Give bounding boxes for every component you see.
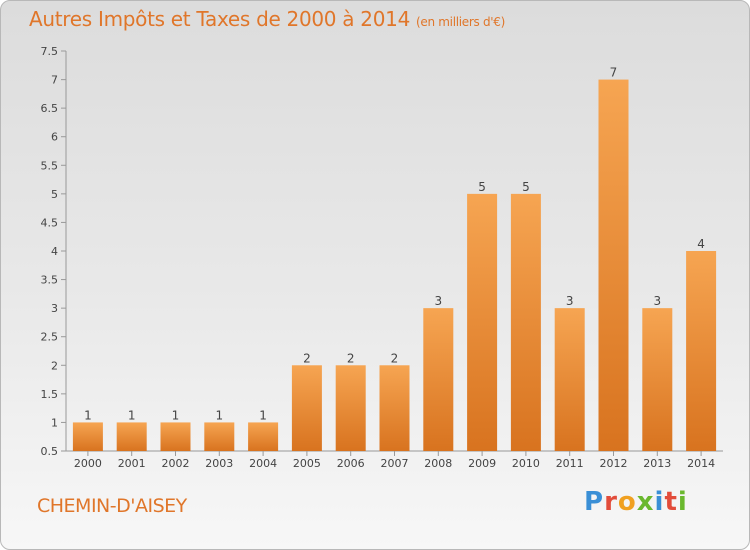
chart-title: Autres Impôts et Taxes de 2000 à 2014 (en… — [29, 7, 505, 31]
bar — [686, 251, 717, 451]
data-label: 7 — [610, 66, 618, 80]
bar — [291, 365, 322, 451]
logo-letter: x — [636, 487, 655, 517]
x-tick-label: 2014 — [687, 457, 715, 470]
data-label: 2 — [391, 351, 399, 365]
x-tick-label: 2001 — [118, 457, 146, 470]
data-label: 2 — [347, 351, 355, 365]
x-tick-label: 2005 — [293, 457, 321, 470]
y-tick-label: 3 — [51, 302, 58, 315]
logo-letter: i — [654, 487, 665, 517]
bar — [423, 308, 454, 451]
proxiti-logo: Proxiti — [584, 487, 688, 517]
title-text: Autres Impôts et Taxes de 2000 à 2014 — [29, 7, 410, 31]
y-tick-label: 1 — [51, 416, 58, 429]
y-tick-label: 2 — [51, 359, 58, 372]
x-tick-label: 2011 — [556, 457, 584, 470]
data-label: 4 — [697, 237, 705, 251]
data-label: 3 — [566, 294, 574, 308]
x-tick-label: 2008 — [424, 457, 452, 470]
data-label: 1 — [215, 408, 223, 422]
bar — [554, 308, 585, 451]
commune-name: CHEMIN-D'AISEY — [37, 495, 187, 517]
x-tick-label: 2006 — [337, 457, 365, 470]
y-tick-label: 2.5 — [41, 331, 59, 344]
data-label: 5 — [522, 180, 530, 194]
bar — [598, 79, 629, 452]
x-tick-label: 2002 — [162, 457, 190, 470]
bar — [467, 193, 498, 451]
data-label: 3 — [434, 294, 442, 308]
chart-subtitle: (en milliers d'€) — [416, 15, 506, 29]
x-tick-label: 2007 — [381, 457, 409, 470]
y-tick-label: 1.5 — [41, 388, 59, 401]
logo-letter: r — [604, 487, 618, 517]
bar — [379, 365, 410, 451]
bar — [510, 193, 541, 451]
bar — [116, 422, 147, 451]
data-label: 5 — [478, 180, 486, 194]
x-tick-label: 2013 — [643, 457, 671, 470]
y-tick-label: 5.5 — [41, 159, 59, 172]
x-tick-label: 2004 — [249, 457, 277, 470]
x-tick-label: 2010 — [512, 457, 540, 470]
bar — [72, 422, 103, 451]
bar — [160, 422, 191, 451]
data-label: 3 — [653, 294, 661, 308]
data-label: 1 — [259, 408, 267, 422]
y-tick-label: 4 — [51, 245, 58, 258]
data-label: 2 — [303, 351, 311, 365]
x-tick-label: 2012 — [600, 457, 628, 470]
data-label: 1 — [84, 408, 92, 422]
logo-letter: P — [584, 487, 605, 517]
y-tick-label: 6.5 — [41, 102, 59, 115]
logo-letter: o — [617, 487, 637, 517]
x-tick-label: 2009 — [468, 457, 496, 470]
y-tick-label: 3.5 — [41, 274, 59, 287]
logo-letter: i — [677, 487, 688, 517]
data-label: 1 — [128, 408, 136, 422]
y-tick-label: 6 — [51, 131, 58, 144]
bar — [642, 308, 673, 451]
y-tick-label: 0.5 — [41, 445, 59, 458]
logo-letter: t — [664, 487, 678, 517]
y-tick-label: 4.5 — [41, 216, 59, 229]
x-tick-label: 2003 — [205, 457, 233, 470]
bar — [335, 365, 366, 451]
bar — [248, 422, 279, 451]
y-tick-label: 5 — [51, 188, 58, 201]
bar — [204, 422, 235, 451]
y-tick-label: 7 — [51, 74, 58, 87]
y-tick-label: 7.5 — [41, 45, 59, 58]
x-tick-label: 2000 — [74, 457, 102, 470]
data-label: 1 — [172, 408, 180, 422]
